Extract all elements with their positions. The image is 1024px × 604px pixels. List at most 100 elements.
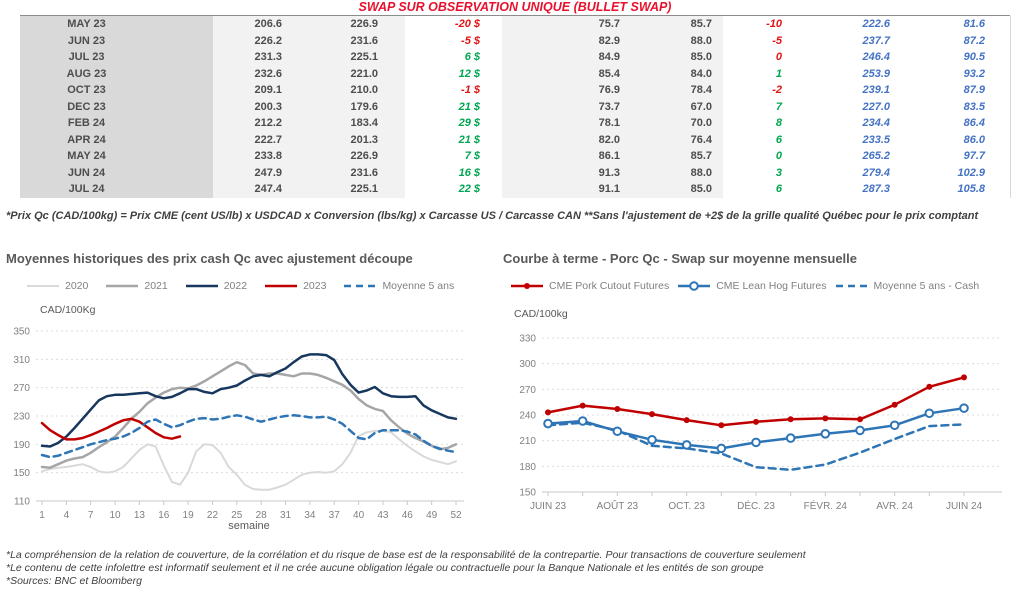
- table-cell: 234.4: [795, 115, 900, 132]
- table-cell: 225.1: [305, 49, 405, 66]
- legend-label: 2021: [144, 280, 168, 292]
- legend-item: 2022: [185, 280, 247, 292]
- legend-label: 2020: [65, 280, 89, 292]
- table-cell: 0: [723, 148, 795, 165]
- historical-chart-legend: 2020 2021 2022 2023 Moyenne 5 ans: [26, 280, 454, 292]
- svg-text:110: 110: [14, 497, 30, 508]
- table-cell: 247.9: [213, 164, 305, 182]
- table-cell: 76.9: [502, 82, 625, 99]
- forward-curve-chart: 150 180 210 240 270 300 330 JUIN 23 AOÛT 23 OCT. …: [514, 308, 1002, 512]
- svg-text:JUIN 24: JUIN 24: [946, 501, 983, 512]
- table-row: MAY 24 233.8 226.9 7 $86.1 85.7 0 265.2 97.7: [20, 148, 1010, 165]
- svg-text:CAD/100Kg: CAD/100Kg: [40, 304, 96, 316]
- svg-text:CAD/100kg: CAD/100kg: [514, 308, 568, 320]
- table-row: JUN 24 247.9 231.6 16 $91.3 88.0 3 279.4 102.9: [20, 164, 1010, 182]
- table-row: AUG 23 232.6 221.0 12 $85.4 84.0 1 253.9 93.2: [20, 65, 1010, 83]
- table-cell: JUL 24: [20, 181, 213, 199]
- table-cell: FEB 24: [20, 115, 213, 132]
- swap-table-title: SWAP SUR OBSERVATION UNIQUE (BULLET SWAP…: [20, 0, 1010, 16]
- table-cell: 231.6: [305, 32, 405, 50]
- table-cell: 201.3: [305, 131, 405, 149]
- svg-text:DÉC. 23: DÉC. 23: [737, 499, 775, 512]
- table-cell: 93.2: [900, 65, 1010, 83]
- table-cell: 87.9: [900, 82, 1010, 99]
- svg-text:19: 19: [183, 510, 195, 521]
- legend-swatch: [835, 284, 868, 288]
- historical-chart-title: Moyennes historiques des prix cash Qc av…: [6, 251, 413, 266]
- sources-line: *Sources: BNC et Bloomberg: [6, 575, 142, 587]
- disclaimer-line-1: *La compréhension de la relation de couv…: [6, 549, 806, 561]
- svg-text:150: 150: [13, 468, 30, 479]
- svg-text:190: 190: [13, 440, 30, 451]
- table-cell: 82.0: [502, 131, 625, 149]
- table-cell: 233.8: [213, 148, 305, 165]
- table-cell: 91.1: [502, 181, 625, 199]
- historical-prices-chart: 110 150 190 230 270 310 350 1 4 7 10 13 16 19 22 25 28 31…: [13, 304, 464, 532]
- legend-label: CME Lean Hog Futures: [716, 280, 827, 292]
- svg-text:16: 16: [158, 510, 170, 521]
- legend-item: CME Pork Cutout Futures: [510, 280, 669, 292]
- table-cell: 85.0: [625, 49, 723, 66]
- legend-item: 2020: [26, 280, 88, 292]
- table-cell: 70.0: [625, 115, 723, 132]
- svg-text:37: 37: [329, 510, 341, 521]
- legend-label: Moyenne 5 ans: [382, 280, 455, 292]
- svg-text:AOÛT 23: AOÛT 23: [597, 499, 639, 512]
- svg-text:210: 210: [519, 436, 536, 447]
- table-cell: 221.0: [305, 65, 405, 83]
- svg-text:330: 330: [519, 334, 536, 345]
- table-cell: 226.9: [305, 16, 405, 33]
- svg-text:FÉVR. 24: FÉVR. 24: [804, 499, 848, 512]
- table-cell: 6: [723, 181, 795, 199]
- svg-text:150: 150: [519, 488, 536, 499]
- table-cell: 3: [723, 164, 795, 182]
- svg-text:7: 7: [88, 510, 94, 521]
- svg-text:270: 270: [13, 383, 30, 394]
- table-cell: 253.9: [795, 65, 900, 83]
- table-cell: 73.7: [502, 98, 625, 116]
- legend-item: 2021: [105, 280, 168, 292]
- table-cell: 200.3: [213, 98, 305, 116]
- table-cell: 210.0: [305, 82, 405, 99]
- legend-swatch: [185, 284, 218, 288]
- table-cell: 183.4: [305, 115, 405, 132]
- legend-label: CME Pork Cutout Futures: [549, 280, 670, 292]
- table-cell: 86.0: [900, 131, 1010, 149]
- svg-text:240: 240: [519, 411, 536, 422]
- table-footnote: *Prix Qc (CAD/100kg) = Prix CME (cent US…: [6, 210, 979, 222]
- table-cell: 0: [723, 49, 795, 66]
- svg-text:semaine: semaine: [228, 520, 270, 532]
- table-cell: 97.7: [900, 148, 1010, 165]
- table-cell: 84.9: [502, 49, 625, 66]
- table-cell: DEC 23: [20, 98, 213, 116]
- table-cell: 85.7: [625, 148, 723, 165]
- table-cell: 21 $: [405, 131, 502, 149]
- table-cell: -10: [723, 16, 795, 33]
- table-cell: 82.9: [502, 32, 625, 50]
- table-row: MAY 23 206.6 226.9 -20 $75.7 85.7 -10 222.6 81.…: [20, 16, 1010, 33]
- table-cell: 105.8: [900, 181, 1010, 199]
- svg-text:180: 180: [519, 462, 536, 473]
- table-row: APR 24 222.7 201.3 21 $82.0 76.4 6 233.5 86.0: [20, 131, 1010, 149]
- table-row: DEC 23 200.3 179.6 21 $73.7 67.0 7 227.0 83.5: [20, 98, 1010, 116]
- table-cell: 88.0: [625, 32, 723, 50]
- table-row: OCT 23 209.1 210.0 -1 $76.9 78.4 -2 239.1 87.9: [20, 82, 1010, 99]
- svg-text:AVR. 24: AVR. 24: [876, 501, 913, 512]
- table-cell: 21 $: [405, 98, 502, 116]
- table-cell: 22 $: [405, 181, 502, 199]
- table-cell: 8: [723, 115, 795, 132]
- svg-text:270: 270: [519, 385, 536, 396]
- legend-swatch: [511, 283, 543, 289]
- svg-text:43: 43: [377, 510, 389, 521]
- table-cell: 91.3: [502, 164, 625, 182]
- table-cell: 76.4: [625, 131, 723, 149]
- svg-text:13: 13: [134, 510, 146, 521]
- table-cell: -5: [723, 32, 795, 50]
- table-cell: 7 $: [405, 148, 502, 165]
- table-cell: 6 $: [405, 49, 502, 66]
- forward-curve-chart-legend: CME Pork Cutout Futures CME Lean Hog Futu…: [510, 280, 979, 292]
- disclaimer-line-2: *Le contenu de cette infolettre est info…: [6, 562, 764, 574]
- table-row: JUL 23 231.3 225.1 6 $84.9 85.0 0 246.4 90.5: [20, 49, 1010, 66]
- table-cell: 212.2: [213, 115, 305, 132]
- table-row: JUL 24 247.4 225.1 22 $91.1 85.0 6 287.3 105.8: [20, 181, 1010, 199]
